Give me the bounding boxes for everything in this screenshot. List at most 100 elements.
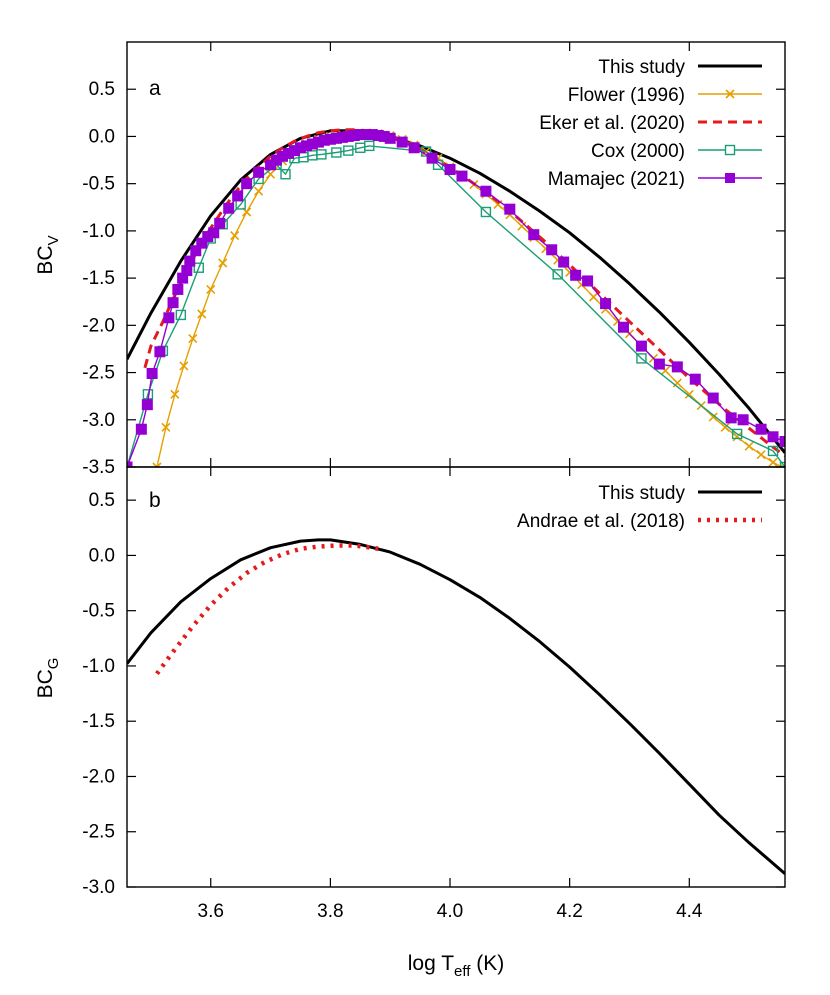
legend-label: Cox (2000) (591, 141, 685, 162)
data-point (732, 432, 742, 442)
legend-entry: Mamajec (2021) (548, 169, 762, 190)
data-point (708, 412, 718, 422)
data-point (196, 237, 208, 249)
series-andrae-et-al-2018 (155, 543, 385, 676)
data-point (172, 283, 184, 295)
data-point (218, 258, 228, 268)
data-point (617, 321, 629, 333)
data-point (190, 245, 202, 257)
y-tick-label: -0.5 (82, 601, 115, 622)
y-axis-label-b: BCG (34, 658, 62, 699)
legend-b: This study Andrae et al. (2018) (517, 483, 762, 532)
plot-frame-b (126, 466, 786, 888)
data-point (558, 256, 570, 268)
data-point (780, 464, 785, 467)
x-tick-label: 4.2 (556, 901, 582, 922)
series-mamajec-2021 (127, 129, 785, 467)
data-point (504, 203, 516, 215)
panel-bcg: -3.0 -2.5 -2.0 -1.5 -1.0 -0.5 0.0 0.5 3.6 3.8 4.0 4… (34, 466, 786, 922)
y-tick-label: -1.5 (82, 268, 115, 289)
y-tick-label: -2.0 (82, 766, 115, 787)
series-layer-a (127, 128, 785, 467)
y-tick-label: 0.5 (89, 79, 115, 100)
data-point (331, 147, 342, 158)
data-point (141, 399, 153, 411)
legend-entry: Eker et al. (2020) (539, 113, 762, 134)
data-point (671, 361, 683, 373)
series-line (127, 538, 785, 875)
y-tick-label: 0.5 (89, 490, 115, 511)
legend-marker (725, 89, 735, 99)
y-tick-label: -0.5 (82, 174, 115, 195)
legend-label: Eker et al. (2020) (539, 113, 685, 134)
data-point (744, 441, 754, 451)
data-point (672, 378, 682, 388)
data-point (756, 450, 766, 460)
series-this-study (127, 538, 785, 875)
data-point (232, 190, 244, 202)
series-line (155, 543, 385, 676)
series-line (127, 145, 785, 467)
x-tick-label: 3.8 (317, 901, 343, 922)
data-point (582, 275, 594, 287)
data-point (206, 284, 216, 295)
y-tick-label: -3.5 (82, 457, 115, 478)
data-point (127, 461, 133, 467)
data-point (731, 428, 743, 440)
data-point (223, 202, 235, 214)
data-point (188, 333, 198, 344)
panel-label-a: a (149, 77, 161, 100)
y-tick-label: -3.0 (82, 877, 115, 898)
ticks-a: -3.5 -3.0 -2.5 -2.0 -1.5 -1.0 -0.5 0.0 0.5 (82, 42, 785, 478)
legend-entry: Andrae et al. (2018) (517, 511, 762, 532)
y-tick-label: -3.0 (82, 410, 115, 431)
data-point (653, 358, 665, 370)
data-point (280, 169, 291, 180)
data-point (167, 297, 179, 309)
data-point (737, 414, 749, 426)
y-tick-label: -1.0 (82, 221, 115, 242)
y-tick-label: -2.5 (82, 363, 115, 384)
legend-a: This study Flower (1996) Eker et al. (2020… (539, 57, 762, 190)
legend-label: Mamajec (2021) (548, 169, 685, 190)
data-point (163, 312, 175, 324)
legend-entry: Cox (2000) (591, 141, 762, 162)
data-point (444, 164, 456, 175)
data-point (779, 436, 785, 447)
y-tick-label: 0.0 (89, 126, 115, 147)
data-point (720, 422, 730, 432)
data-point (546, 244, 558, 256)
data-point (241, 178, 253, 190)
data-point (254, 186, 264, 196)
series-layer-b (127, 538, 785, 875)
data-point (384, 132, 396, 144)
data-point (767, 431, 779, 443)
data-point (197, 309, 207, 319)
data-point (517, 221, 527, 231)
data-point (214, 217, 226, 229)
x-axis-label: log Teff (K) (408, 952, 505, 980)
legend-entry: This study (598, 57, 762, 78)
x-tick-label: 4.0 (437, 901, 463, 922)
data-point (635, 340, 647, 352)
data-point (552, 269, 563, 280)
data-point (184, 255, 196, 267)
data-point (589, 292, 599, 302)
y-tick-label: -1.0 (82, 656, 115, 677)
panel-label-b: b (149, 489, 161, 512)
data-point (179, 361, 189, 371)
legend-marker (725, 173, 735, 183)
data-point (767, 445, 779, 457)
y-tick-label: -2.0 (82, 315, 115, 336)
panel-bcv: -3.5 -3.0 -2.5 -2.0 -1.5 -1.0 -0.5 0.0 0.5 a BCV… (34, 41, 786, 478)
legend-entry: This study (598, 483, 762, 504)
data-point (135, 423, 147, 435)
data-point (480, 206, 492, 218)
legend-label: Andrae et al. (2018) (517, 511, 685, 532)
series-this-study (127, 129, 785, 454)
y-tick-label: -2.5 (82, 822, 115, 843)
data-point (528, 229, 540, 241)
data-point (154, 346, 166, 358)
data-point (396, 136, 408, 148)
